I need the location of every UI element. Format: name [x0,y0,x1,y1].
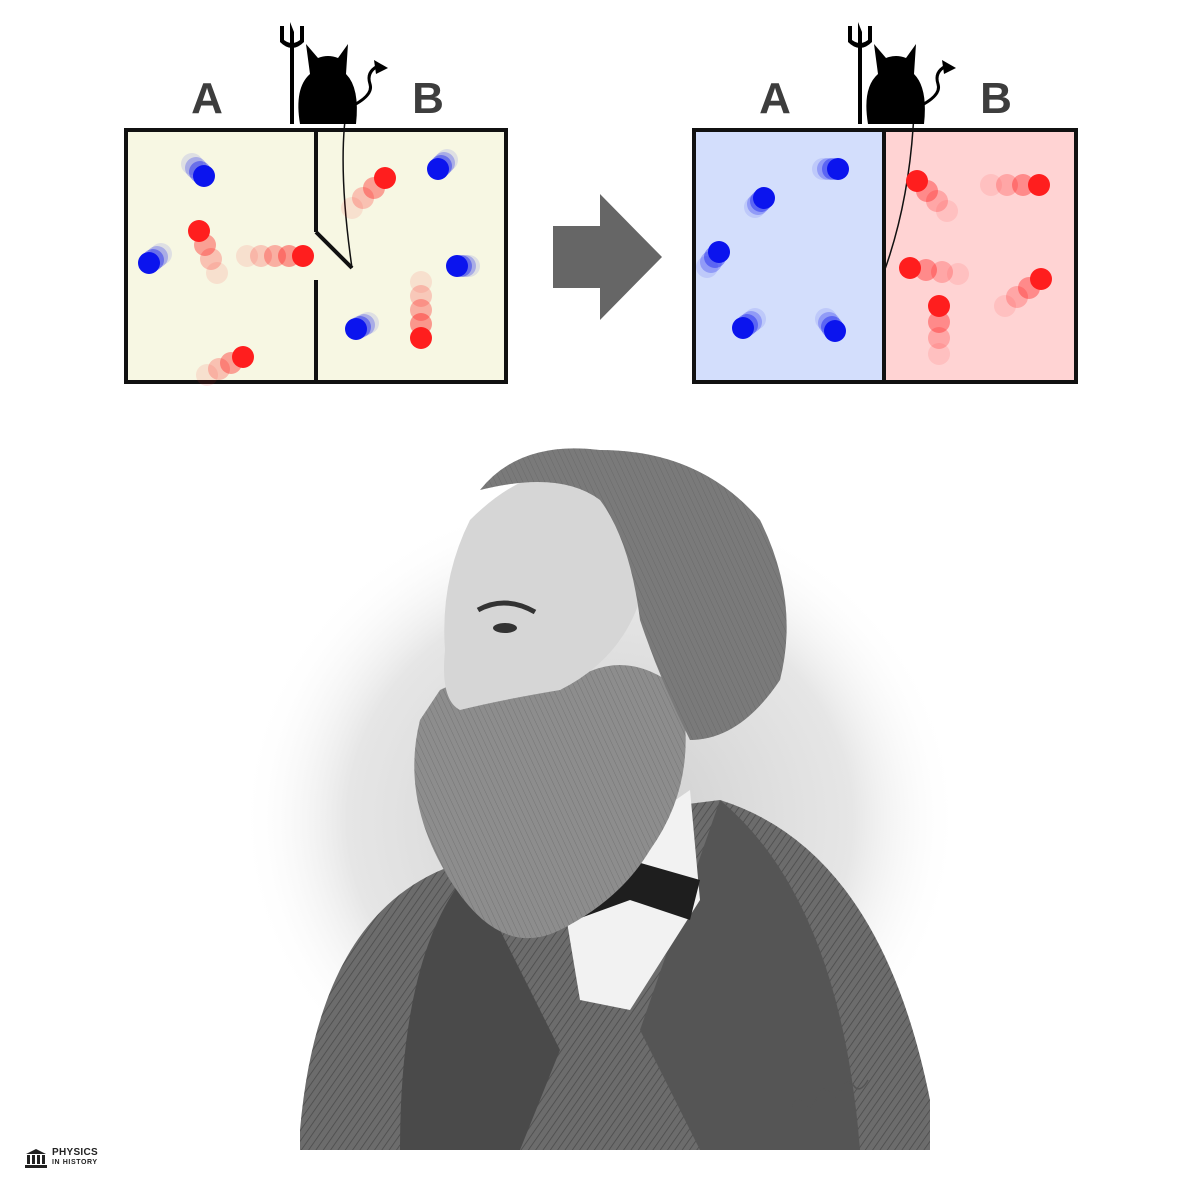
fast-molecule-group [906,170,958,222]
molecule-trail [936,200,958,222]
slow-molecule [345,318,367,340]
fast-molecule-group [410,271,432,349]
slow-molecule-group [345,312,379,340]
fast-molecule [410,327,432,349]
portrait-beard-hatching [414,665,686,939]
slow-molecule-group [744,187,775,218]
slow-molecule [824,320,846,342]
fast-molecule [188,220,210,242]
molecule-trail [947,263,969,285]
slow-molecule-group [732,308,766,339]
molecule-trail [931,261,953,283]
fast-molecule [292,245,314,267]
slow-molecule-group [812,158,849,180]
brand-line-1: PHYSICS [52,1147,99,1158]
fast-molecule-group [980,174,1050,196]
left-door [314,230,354,270]
fast-molecule [906,170,928,192]
portrait-eye [493,623,517,633]
molecule-trail [200,248,222,270]
right-label-a: A [759,74,791,123]
slow-molecule [138,252,160,274]
fast-molecule-group [196,346,254,386]
slow-molecule-group [696,241,730,278]
molecule-trail [410,285,432,307]
left-molecules [138,149,480,386]
fast-molecule-group [341,167,396,219]
molecule-trail [928,327,950,349]
molecule-trail [928,343,950,365]
left-label-a: A [191,74,223,123]
brand-line-2: IN HISTORY [52,1159,98,1166]
fast-molecule-group [994,268,1052,317]
molecule-trail [915,259,937,281]
right-container [692,111,1078,384]
slow-molecule [446,255,468,277]
molecule-trail [341,197,363,219]
slow-molecule-group [427,149,458,180]
molecule-trail [928,311,950,333]
portrait-lapel-left [400,870,560,1150]
slow-molecule [753,187,775,209]
portrait-hair-hatching [480,448,787,740]
slow-molecule [193,165,215,187]
molecule-trail [236,245,258,267]
slow-molecule-group [446,255,480,277]
left-demon [278,20,390,126]
fast-molecule [1030,268,1052,290]
right-demon-string [883,111,915,273]
slow-molecule [708,241,730,263]
brand-logo: PHYSICS IN HISTORY [24,1148,98,1168]
fast-molecule-group [928,295,950,365]
right-arrow-icon [553,194,662,320]
molecule-trail [996,174,1018,196]
molecule-trail [250,245,272,267]
molecule-trail [1006,286,1028,308]
slow-molecule [732,317,754,339]
fast-molecule [928,295,950,317]
slow-molecule-group [815,308,846,342]
molecule-trail [208,358,230,380]
molecule-trail [926,190,948,212]
left-demon-string [342,111,353,269]
fast-molecule-group [188,220,228,284]
engraved-portrait-bearded-man [240,448,960,1150]
right-box-hot-side [884,130,1076,382]
fast-molecule-group [899,257,969,285]
molecule-trail [994,295,1016,317]
molecule-trail [980,174,1002,196]
fast-molecule-group [236,245,314,267]
molecule-trail [206,262,228,284]
museum-building-icon [25,1149,47,1168]
right-label-b: B [980,74,1012,123]
molecule-trail [410,271,432,293]
slow-molecule [827,158,849,180]
molecule-trail [410,299,432,321]
molecule-trail [1012,174,1034,196]
engraver-signature [789,1079,869,1111]
fast-molecule [232,346,254,368]
fast-molecule [374,167,396,189]
molecule-trail [264,245,286,267]
slow-molecule [427,158,449,180]
molecule-trail [352,187,374,209]
slow-molecule-group [138,243,172,274]
right-molecules [696,158,1052,365]
portrait-face [444,471,642,710]
left-label-b: B [412,74,444,123]
devil-cat-with-trident-icon [846,20,958,126]
devil-cat-with-trident-icon [278,20,390,126]
slow-molecule-group [181,153,215,187]
fast-molecule [899,257,921,279]
molecule-trail [696,256,718,278]
fast-molecule [1028,174,1050,196]
portrait-brow [476,600,537,615]
right-demon [846,20,958,126]
brand-wordmark: PHYSICS IN HISTORY [52,1148,98,1168]
molecule-trail [196,364,218,386]
